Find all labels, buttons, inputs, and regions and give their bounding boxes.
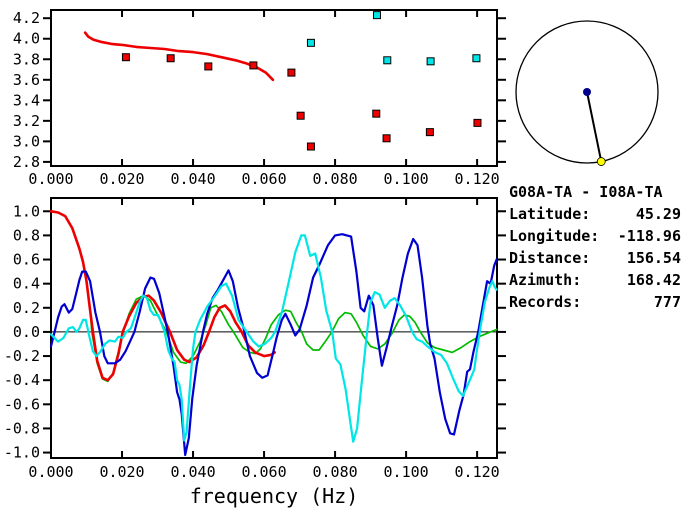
distance-value: 156.54 [626,249,681,267]
svg-text:0.0: 0.0 [13,323,40,341]
svg-text:0.8: 0.8 [13,226,40,244]
red-phase-velocity-points [473,118,482,127]
svg-text:0.020: 0.020 [99,463,144,481]
svg-text:frequency (Hz): frequency (Hz) [190,484,359,508]
red-phase-velocity-points [287,68,296,77]
svg-text:0.2: 0.2 [13,299,40,317]
svg-text:0.040: 0.040 [170,463,215,481]
info-row-latitude: Latitude: 45.29 [509,203,681,225]
svg-text:3.6: 3.6 [13,71,40,89]
red-curve [49,209,277,382]
svg-text:0.080: 0.080 [312,170,357,188]
cyan-phase-velocity-points [472,54,481,63]
svg-text:3.2: 3.2 [13,112,40,130]
red-phase-velocity-points [296,111,305,120]
latitude-label: Latitude: [509,205,591,223]
svg-text:3.0: 3.0 [13,132,40,150]
red-phase-velocity-points [425,128,434,137]
great-circle [515,20,659,164]
station-pair-title: G08A-TA - I08A-TA [509,183,663,201]
svg-text:4.2: 4.2 [13,9,40,27]
station-a-dot [583,88,591,96]
svg-text:0.000: 0.000 [28,463,73,481]
info-row-azimuth: Azimuth: 168.42 [509,269,681,291]
red-phase-velocity-points [249,61,258,70]
svg-text:-0.4: -0.4 [4,371,40,389]
svg-text:3.8: 3.8 [13,50,40,68]
info-row-longitude: Longitude: -118.96 [509,225,681,247]
svg-text:0.120: 0.120 [455,170,500,188]
svg-text:0.120: 0.120 [455,463,500,481]
latitude-value: 45.29 [635,205,681,223]
svg-text:0.080: 0.080 [312,463,357,481]
red-phase-velocity-points [372,109,381,118]
distance-label: Distance: [509,249,591,267]
longitude-label: Longitude: [509,227,600,245]
red-phase-velocity-points [204,62,213,71]
svg-text:0.4: 0.4 [13,275,40,293]
azimuth-diagram [515,20,659,166]
svg-text:-0.8: -0.8 [4,419,40,437]
coherence-chart: 0.000 0.020 0.040 0.060 0.080 0.100 0.120 -1.0 -… [4,197,506,508]
red-dispersion-curve [83,31,275,82]
svg-text:0.060: 0.060 [241,463,286,481]
cyan-phase-velocity-points [426,57,435,66]
svg-text:0.100: 0.100 [384,170,429,188]
svg-text:0.000: 0.000 [28,170,73,188]
svg-text:0.060: 0.060 [241,170,286,188]
blue-curve [49,233,498,457]
station-b-dot [596,157,606,166]
info-row-records: Records: 777 [509,291,681,313]
cyan-phase-velocity-points [372,11,381,20]
records-value: 777 [653,293,681,311]
red-phase-velocity-points [166,54,175,63]
records-label: Records: [509,293,582,311]
azimuth-value: 168.42 [626,271,681,289]
svg-text:-0.2: -0.2 [4,347,40,365]
red-phase-velocity-points [306,142,315,151]
svg-text:1.0: 1.0 [13,202,40,220]
cyan-phase-velocity-points [383,56,392,65]
svg-text:0.100: 0.100 [384,463,429,481]
red-phase-velocity-points [382,134,391,143]
svg-text:4.0: 4.0 [13,30,40,48]
azimuth-label: Azimuth: [509,271,582,289]
azimuth-line [586,91,603,162]
svg-text:2.8: 2.8 [13,153,40,171]
svg-text:0.040: 0.040 [170,170,215,188]
svg-text:3.4: 3.4 [13,91,40,109]
cyan-curve [49,234,498,443]
phase-velocity-chart: 0.000 0.020 0.040 0.060 0.080 0.100 0.120 2.8 3.… [13,9,506,188]
svg-text:-0.6: -0.6 [4,395,40,413]
station-info-panel: G08A-TA - I08A-TA Latitude: 45.29 Longit… [509,181,681,313]
longitude-value: -118.96 [617,227,681,245]
svg-text:0.020: 0.020 [99,170,144,188]
red-phase-velocity-points [121,53,130,62]
cyan-phase-velocity-points [306,38,315,47]
info-row-distance: Distance: 156.54 [509,247,681,269]
svg-text:-1.0: -1.0 [4,444,40,462]
svg-text:0.6: 0.6 [13,251,40,269]
